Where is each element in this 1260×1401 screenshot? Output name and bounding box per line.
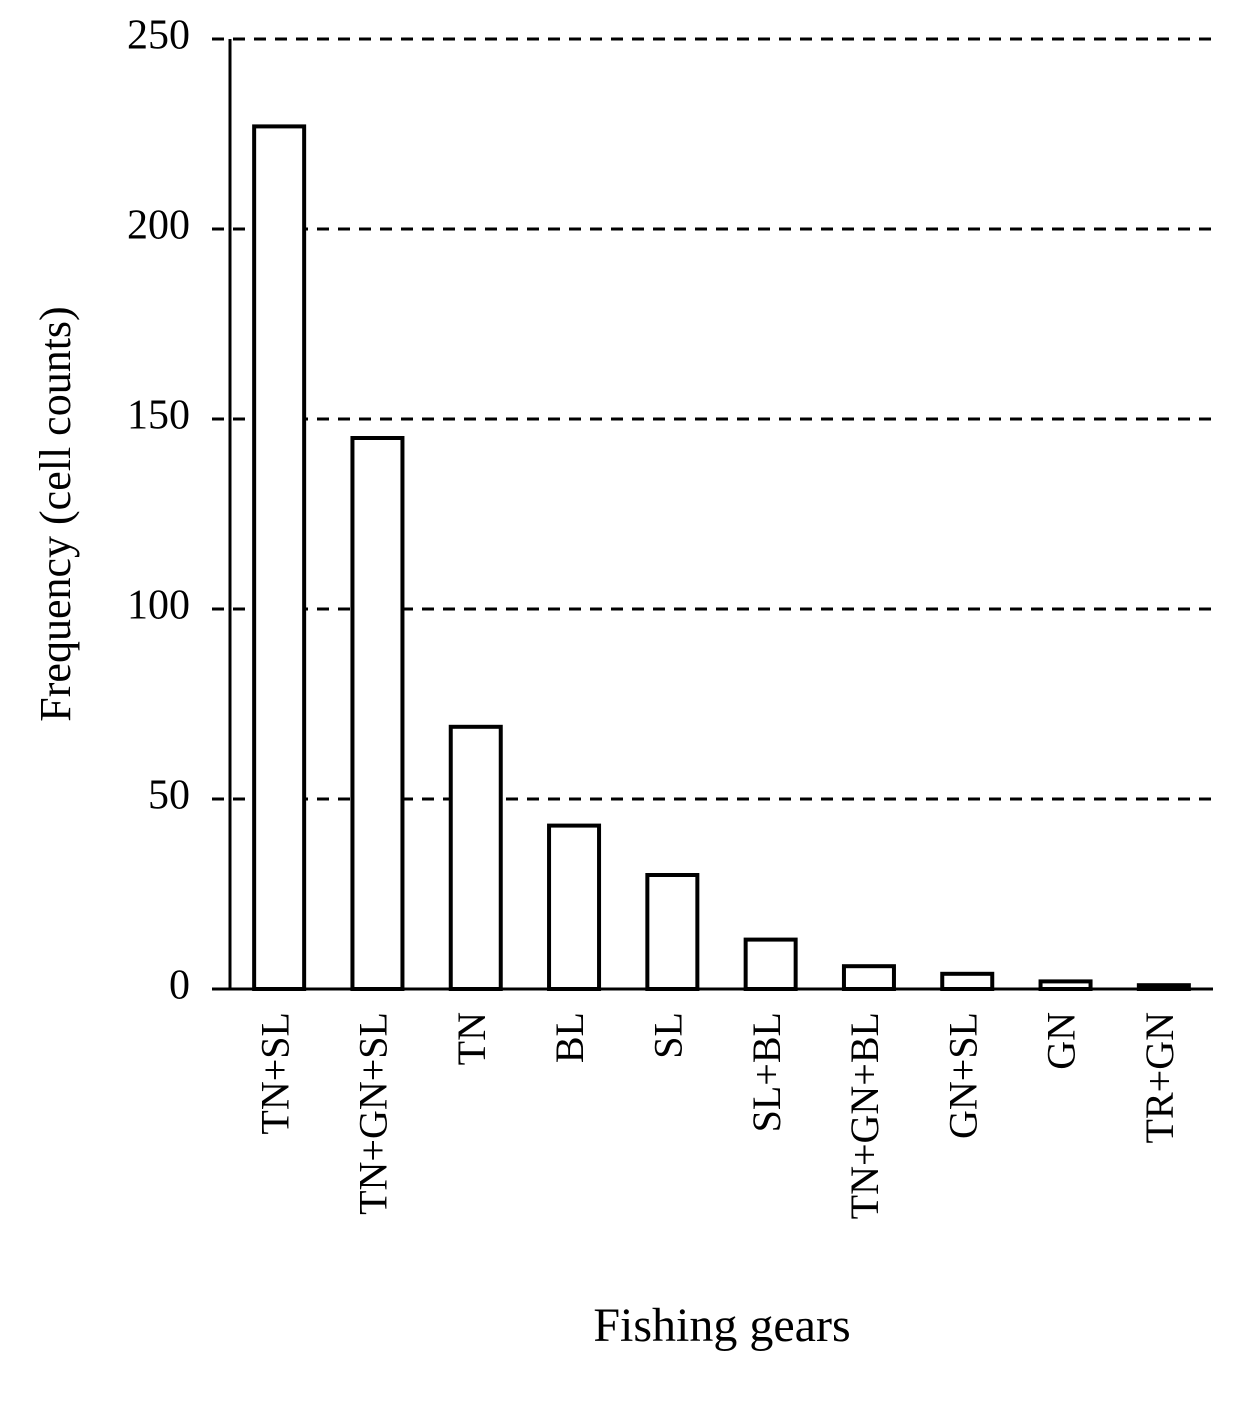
x-tick-label: TR+GN [1137,1012,1182,1143]
x-tick-label: SL+BL [744,1012,789,1132]
y-tick-label: 100 [127,583,190,629]
x-tick-label: GN [1039,1012,1084,1070]
bar [841,964,896,992]
y-axis-title: Frequency (cell counts) [31,306,80,721]
y-tick-label: 250 [127,13,190,59]
x-tick-label: SL [646,1012,691,1059]
x-tick-label: TN+SL [252,1012,297,1135]
bar [645,873,700,991]
x-axis-title: Fishing gears [593,1299,850,1352]
y-tick-label: 200 [127,203,190,249]
y-tick-label: 0 [169,963,190,1009]
bar [448,724,503,991]
x-tick-label: TN+GN+BL [842,1012,887,1219]
bar [350,436,405,991]
bar [1136,983,1191,992]
bar [940,971,995,991]
bar [547,823,602,991]
x-tick-label: TN [449,1012,494,1065]
x-tick-label: TN+GN+SL [351,1012,396,1215]
y-tick-label: 150 [127,393,190,439]
bar [1038,979,1093,992]
y-tick-label: 50 [148,773,190,819]
x-tick-label: GN+SL [940,1012,985,1139]
bar [743,937,798,991]
x-tick-label: BL [547,1012,592,1063]
bar [252,124,307,991]
